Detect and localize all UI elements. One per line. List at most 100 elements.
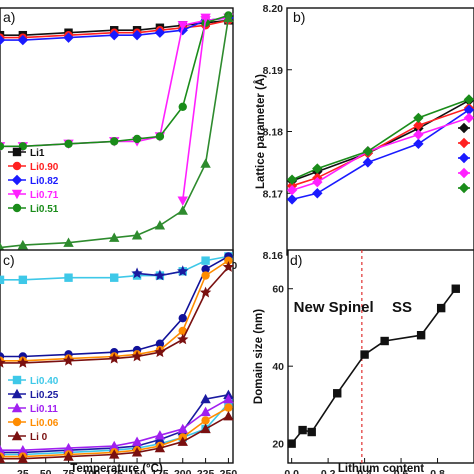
y-tick-label: 60 xyxy=(272,284,284,296)
panel-label: b) xyxy=(293,9,305,25)
data-point xyxy=(177,423,188,434)
legend-swatch-marker xyxy=(458,137,470,149)
data-point xyxy=(463,94,474,105)
data-point xyxy=(360,350,369,359)
data-point xyxy=(131,447,143,457)
data-point xyxy=(201,256,210,265)
data-point xyxy=(154,269,166,281)
data-point xyxy=(201,271,210,280)
data-point xyxy=(298,425,307,435)
chart-panel-3: 25 50 75 100 125 150 175 200 225 250 Li0.40 Li0.25 L… xyxy=(0,249,238,474)
legend-swatch-marker xyxy=(11,430,23,441)
series-line-7 xyxy=(181,17,207,201)
legend-swatch-marker xyxy=(11,402,23,413)
legend-swatch-marker xyxy=(11,388,23,399)
data-point xyxy=(177,333,189,345)
data-point xyxy=(201,264,210,274)
data-point xyxy=(463,104,474,116)
y-tick-label: 8.16 xyxy=(263,250,284,262)
data-point xyxy=(178,313,187,323)
data-point xyxy=(224,399,233,408)
legend-swatch-marker xyxy=(12,203,22,213)
data-point xyxy=(178,102,187,112)
x-tick-label: 100 xyxy=(83,468,101,474)
legend-swatch-marker xyxy=(458,152,470,164)
data-point xyxy=(17,445,29,455)
y-axis-label: Domain size (nm) xyxy=(253,309,265,404)
data-point xyxy=(380,336,389,346)
legend-swatch-marker xyxy=(12,147,22,157)
x-axis-label: Lithium content xyxy=(338,463,424,474)
chart-panel-1: 5075100150200250Li1Li0.90Li0.82Li0.71Li0… xyxy=(0,7,237,284)
data-point xyxy=(109,29,120,41)
data-point xyxy=(109,449,120,459)
data-point xyxy=(413,120,424,131)
data-point xyxy=(224,256,233,265)
data-point xyxy=(312,176,323,188)
data-point xyxy=(109,440,120,451)
legend-label: Li0.71 xyxy=(30,190,59,201)
legend-label: Li1 xyxy=(30,148,45,159)
legend-label: Li0.06 xyxy=(30,418,59,429)
data-point xyxy=(463,112,474,124)
data-point xyxy=(362,146,374,157)
data-point xyxy=(154,442,166,453)
plot-frame xyxy=(287,249,474,464)
data-point xyxy=(63,32,74,43)
y-tick-label: 40 xyxy=(272,361,284,373)
data-point xyxy=(110,273,119,282)
data-point xyxy=(436,303,446,313)
x-tick-label: 200 xyxy=(174,468,192,474)
data-point xyxy=(200,406,211,417)
plot-frame xyxy=(0,7,234,256)
data-point xyxy=(222,261,235,272)
data-point xyxy=(0,142,5,151)
data-point xyxy=(0,453,6,463)
legend-swatch-marker xyxy=(12,375,22,385)
y-axis-label: Lattice parameter (Å) xyxy=(254,74,267,189)
data-point xyxy=(132,134,142,144)
x-tick-label: 0.6 xyxy=(394,468,409,474)
data-point xyxy=(451,284,460,293)
annotation-ss: SS xyxy=(392,299,412,316)
data-point xyxy=(333,389,342,398)
data-point xyxy=(18,275,28,285)
data-point xyxy=(131,436,143,446)
data-point xyxy=(224,403,233,412)
legend-swatch-marker xyxy=(12,161,22,171)
legend-label: Li0.40 xyxy=(30,376,59,387)
data-point xyxy=(155,132,165,141)
x-tick-label: 75 xyxy=(63,468,75,474)
data-point xyxy=(223,12,234,23)
data-point xyxy=(223,410,234,421)
annotation-new-spinel: New Spinel xyxy=(294,299,374,316)
data-point xyxy=(109,232,120,242)
legend-swatch-marker xyxy=(11,174,23,186)
x-tick-label: 25 xyxy=(17,468,29,474)
data-point xyxy=(0,275,5,285)
y-tick-label: 8.20 xyxy=(263,3,284,15)
data-point xyxy=(416,331,426,340)
x-axis-label: Temperature (°C) xyxy=(70,463,163,474)
data-point xyxy=(131,350,143,362)
x-tick-label: 250 xyxy=(220,468,238,474)
x-tick-label: 50 xyxy=(40,468,52,474)
legend-swatch-marker xyxy=(458,122,470,134)
data-point xyxy=(286,184,298,196)
data-point xyxy=(131,29,143,41)
data-point xyxy=(17,34,29,46)
data-point xyxy=(0,356,6,368)
legend-label: Li0.82 xyxy=(30,176,59,187)
data-point xyxy=(155,339,165,348)
data-point xyxy=(62,354,75,366)
data-point xyxy=(312,188,323,199)
data-point xyxy=(177,21,188,31)
data-point xyxy=(199,286,212,298)
data-point xyxy=(200,158,211,168)
data-point xyxy=(63,237,74,247)
legend-label: Li0.90 xyxy=(30,162,59,173)
data-point xyxy=(154,220,166,230)
data-point xyxy=(286,174,298,185)
data-point xyxy=(110,137,119,146)
data-point xyxy=(307,427,316,437)
